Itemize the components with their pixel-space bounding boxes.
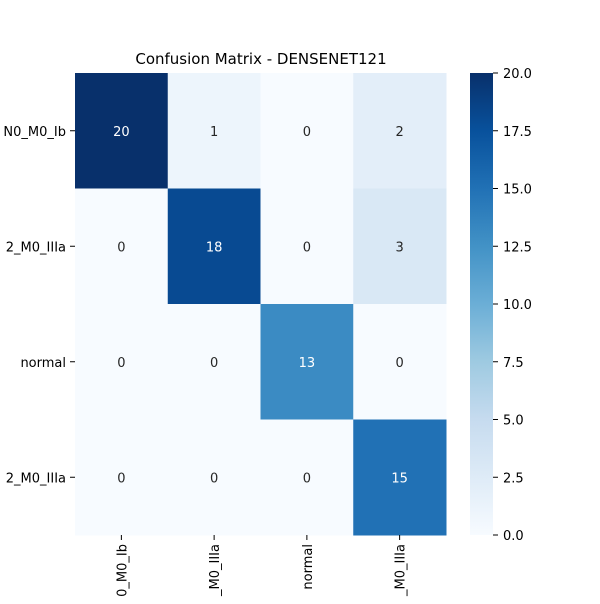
colorbar-tick-label: 17.5: [503, 125, 532, 140]
cell-value-r0-c3: 2: [395, 125, 403, 140]
cell-annotations: 20 1 0 20 18 0 30 0 13 00 0 0 15: [113, 125, 408, 487]
y-tick-label: normal: [20, 356, 66, 371]
heatmap-cell-r1-c1: [167, 188, 261, 305]
heatmap-cell-r0-c1: [167, 73, 261, 189]
cell-value-r2-c1: 0: [210, 356, 218, 371]
cell-value-r3-c3: 15: [391, 471, 408, 486]
heatmap-cell-r0-c0: [75, 73, 169, 189]
heatmap-cell-r1-c3: [353, 188, 447, 305]
y-tick-label: 2_M0_IIIa: [6, 240, 66, 255]
heatmap-cell-r3-c0: [75, 419, 169, 536]
colorbar-tick-label: 20.0: [503, 67, 532, 82]
colorbar-gradient: [470, 73, 493, 535]
y-tick-label: N0_M0_Ib: [3, 125, 66, 140]
colorbar-tick-label: 7.5: [503, 356, 524, 371]
cell-value-r2-c2: 13: [299, 356, 316, 371]
colorbar-tick-label: 10.0: [503, 298, 532, 313]
colorbar-ticks: 0.0 2.5 5.0 7.5 10.0 12.5 15.0 17.5 20.0: [493, 67, 532, 544]
cell-value-r3-c1: 0: [210, 471, 218, 486]
cell-value-r0-c1: 1: [210, 125, 218, 140]
heatmap-cell-r1-c0: [75, 188, 169, 305]
heatmap-cell-r2-c1: [167, 304, 261, 420]
cell-value-r1-c3: 3: [395, 240, 403, 255]
colorbar-tick-label: 12.5: [503, 240, 532, 255]
cell-value-r3-c2: 0: [303, 471, 311, 486]
colorbar-tick-label: 2.5: [503, 471, 524, 486]
cell-value-r3-c0: 0: [117, 471, 125, 486]
cell-value-r2-c3: 0: [395, 356, 403, 371]
x-tick-label: normal: [301, 544, 316, 590]
x-tick-label: _M0_IIIa: [394, 544, 409, 597]
heatmap-cell-r3-c3: [353, 419, 447, 536]
heatmap-cell-r0-c3: [353, 73, 447, 189]
heatmap-cell-r1-c2: [260, 188, 354, 305]
cell-value-r0-c0: 20: [113, 125, 130, 140]
x-axis-ticks: 0_M0_Ib _M0_IIIa normal _M0_IIIa: [115, 535, 409, 597]
heatmap-cell-r3-c2: [260, 419, 354, 536]
cell-value-r2-c0: 0: [117, 356, 125, 371]
cell-value-r1-c0: 0: [117, 240, 125, 255]
colorbar: [470, 73, 493, 535]
colorbar-tick-label: 0.0: [503, 529, 524, 544]
chart-title: Confusion Matrix - DENSENET121: [135, 50, 386, 68]
x-tick-label: _M0_IIIa: [208, 544, 223, 597]
cell-value-r1-c2: 0: [303, 240, 311, 255]
cell-value-r1-c1: 18: [206, 240, 223, 255]
colorbar-tick-label: 15.0: [503, 183, 532, 198]
cell-value-r0-c2: 0: [303, 125, 311, 140]
heatmap-cell-r2-c3: [353, 304, 447, 420]
heatmap-cell-r0-c2: [260, 73, 354, 189]
colorbar-tick-label: 5.0: [503, 414, 524, 429]
y-tick-label: 2_M0_IIIa: [6, 471, 66, 486]
x-tick-label: 0_M0_Ib: [115, 544, 130, 597]
heatmap-cells: [75, 73, 447, 536]
heatmap-cell-r3-c1: [167, 419, 261, 536]
heatmap-cell-r2-c0: [75, 304, 169, 420]
heatmap-cell-r2-c2: [260, 304, 354, 420]
